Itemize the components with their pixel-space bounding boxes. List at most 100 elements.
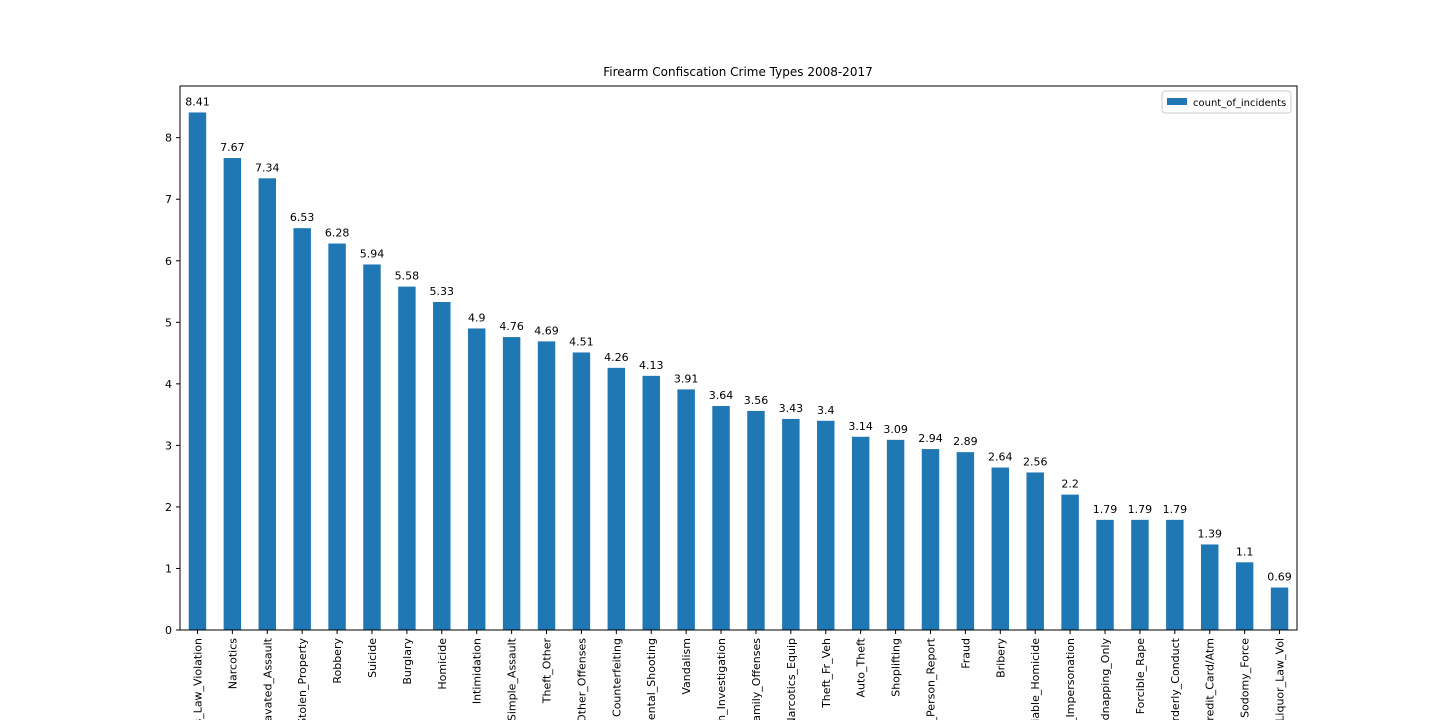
bar: [851, 436, 870, 630]
x-tick-label: Bribery: [994, 638, 1007, 678]
x-tick-label: Intimidation: [471, 638, 484, 704]
x-tick-label: Homicide: [436, 638, 449, 690]
bar: [363, 264, 381, 630]
y-tick-label: 6: [165, 255, 172, 268]
y-tick-label: 7: [165, 193, 172, 206]
x-tick-label: _Other_Offenses: [575, 638, 588, 720]
bar: [502, 337, 521, 630]
data-label: 2.56: [1023, 455, 1048, 468]
x-tick-label: Stolen_Property: [296, 638, 309, 720]
y-tick-label: 4: [165, 378, 172, 391]
x-tick-label: Forcible_Rape: [1134, 638, 1147, 714]
x-tick-label: Family_Offenses: [750, 638, 763, 720]
bar: [921, 449, 940, 630]
data-label: 4.69: [534, 324, 559, 337]
data-label: 3.14: [848, 420, 873, 433]
x-tick-label: Auto_Theft: [855, 637, 868, 697]
x-tick-label: Burglary: [401, 638, 414, 685]
data-label: 7.67: [220, 141, 245, 154]
bar: [747, 410, 765, 630]
x-tick-label: dental_Shooting: [645, 638, 658, 720]
data-label: 2.64: [988, 451, 1013, 464]
data-label: 1.79: [1093, 503, 1118, 516]
x-tick-label: Sodomy_Force: [1239, 638, 1252, 718]
x-tick-label: Suicide: [366, 638, 379, 678]
x-tick-label: Counterfeiting: [610, 638, 623, 717]
data-label: 4.9: [468, 311, 486, 324]
bar: [188, 112, 207, 630]
bar: [1026, 472, 1044, 630]
bar: [1235, 562, 1254, 630]
data-label: 5.94: [360, 247, 385, 260]
x-tick-label: d_Person_Report: [924, 637, 937, 720]
chart-title: Firearm Confiscation Crime Types 2008-20…: [603, 65, 872, 79]
data-label: 6.53: [290, 211, 315, 224]
x-tick-label: Simple_Assault: [506, 637, 519, 720]
data-label: 1.79: [1163, 503, 1188, 516]
bar: [398, 286, 416, 630]
data-label: 1.79: [1128, 503, 1153, 516]
data-label: 2.94: [918, 432, 943, 445]
x-tick-label: Shoplifting: [890, 638, 903, 697]
data-label: 7.34: [255, 161, 280, 174]
x-tick-label: Credit_Card/Atm: [1204, 638, 1217, 720]
data-label: 3.56: [744, 394, 769, 407]
data-label: 1.1: [1236, 545, 1254, 558]
data-label: 3.43: [779, 402, 804, 415]
y-tick-label: 2: [165, 501, 172, 514]
x-tick-label: ns_Law_Violation: [191, 638, 204, 720]
data-label: 4.13: [639, 359, 664, 372]
bar: [1131, 519, 1149, 630]
bar: [677, 389, 695, 630]
legend-label: count_of_incidents: [1193, 98, 1286, 109]
bar: [782, 418, 800, 630]
bar: [328, 243, 346, 631]
data-label: 4.26: [604, 351, 629, 364]
x-tick-label: Theft_Fr_Veh: [820, 638, 833, 709]
bar: [467, 328, 486, 630]
x-tick-label: th_Investigation: [715, 638, 728, 720]
axes-frame: [179, 85, 1298, 631]
y-tick-label: 3: [165, 439, 172, 452]
data-label: 4.51: [569, 335, 594, 348]
data-label: 3.64: [709, 389, 734, 402]
data-label: 4.76: [499, 320, 524, 333]
x-tick-label: d_Impersonation: [1064, 638, 1077, 720]
bar: [1061, 494, 1079, 630]
bar: [1270, 587, 1289, 630]
bar: [817, 420, 835, 630]
x-tick-label: Kidnapping_Only: [1099, 638, 1112, 720]
legend-box: [1161, 90, 1292, 114]
data-label: 0.69: [1267, 571, 1292, 584]
y-tick-label: 8: [165, 132, 172, 145]
data-label: 1.39: [1197, 527, 1222, 540]
y-tick-label: 0: [165, 624, 172, 637]
x-tick-label: orderly_Conduct: [1169, 637, 1182, 720]
bar: [258, 178, 276, 631]
bar: [1201, 544, 1219, 630]
bar: [991, 467, 1010, 630]
bar: [642, 375, 660, 630]
bar: [223, 158, 242, 630]
data-label: 8.41: [185, 95, 210, 108]
x-tick-label: Fraud: [959, 638, 972, 669]
bar: [572, 352, 591, 630]
data-label: 6.28: [325, 227, 350, 240]
data-label: 5.58: [395, 270, 420, 283]
y-tick-label: 5: [165, 316, 172, 329]
bar: [1166, 519, 1184, 630]
bar: [1096, 519, 1114, 630]
bar: [537, 341, 556, 630]
x-tick-label: ifiable_Homicide: [1029, 638, 1042, 720]
x-tick-label: Narcotics_Equip: [785, 638, 798, 720]
bar: [293, 228, 311, 630]
bar: [433, 302, 451, 630]
data-label: 2.2: [1061, 478, 1079, 491]
x-tick-label: ravated_Assault: [261, 637, 274, 720]
data-label: 3.4: [817, 404, 835, 417]
data-label: 2.89: [953, 435, 978, 448]
x-tick-label: Theft_Other: [541, 638, 554, 705]
x-tick-label: Narcotics: [226, 638, 239, 689]
x-tick-label: Vandalism: [680, 638, 693, 695]
